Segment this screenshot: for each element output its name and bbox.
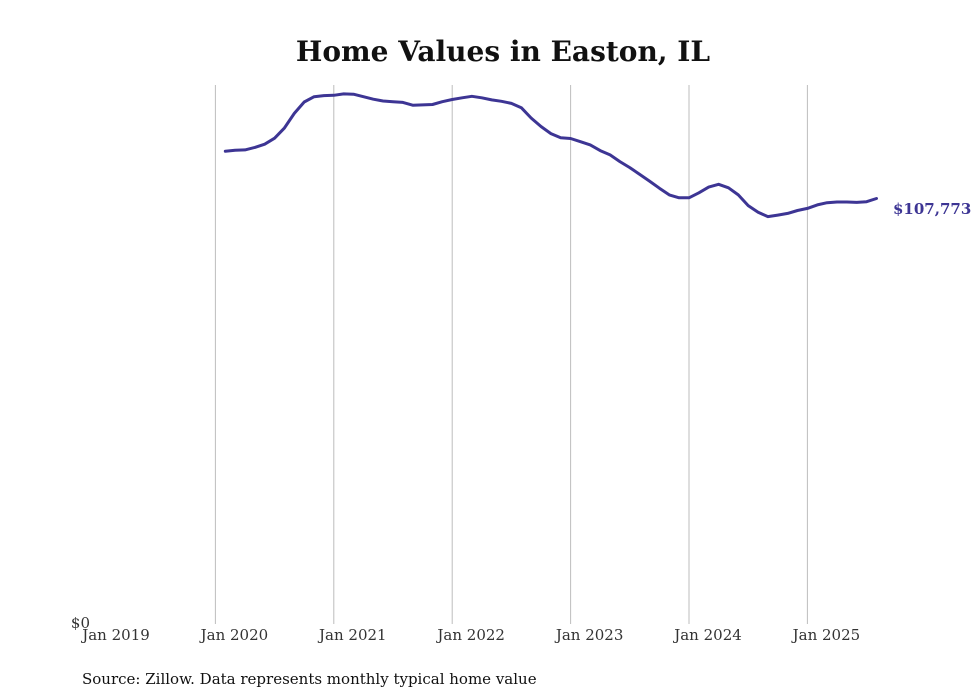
x-tick-label-5: Jan 2024 xyxy=(672,626,742,644)
x-tick-label-2: Jan 2021 xyxy=(317,626,387,644)
grid-layer xyxy=(214,85,808,624)
x-tick-label-0: Jan 2019 xyxy=(80,626,150,644)
x-tick-label-1: Jan 2020 xyxy=(199,626,269,644)
x-tick-label-6: Jan 2025 xyxy=(791,626,861,644)
source-note: Source: Zillow. Data represents monthly … xyxy=(82,670,537,688)
chart-title: Home Values in Easton, IL xyxy=(296,35,710,68)
x-tick-label-4: Jan 2023 xyxy=(554,626,624,644)
series-line xyxy=(223,92,878,219)
x-axis-ticks: Jan 2019 Jan 2020 Jan 2021 Jan 2022 Jan 2023… xyxy=(80,626,860,644)
y-tick-label-0: $0 xyxy=(71,614,90,632)
end-value-label: $107,773 xyxy=(893,200,971,218)
x-tick-label-3: Jan 2022 xyxy=(435,626,505,644)
